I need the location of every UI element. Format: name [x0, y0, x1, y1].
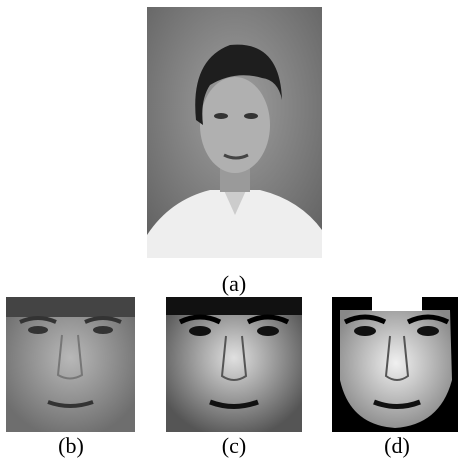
panel-label: (a)	[222, 271, 246, 296]
panel-label: (b)	[58, 433, 84, 458]
panel-label: (d)	[384, 433, 410, 458]
page: (a) (b) (c) (d) (() => { const data	[0, 0, 459, 461]
figure: (a) (b) (c) (d)	[0, 0, 459, 461]
face-crop-masked	[332, 297, 458, 432]
face-crop-enhanced	[166, 297, 302, 432]
panel-label: (c)	[222, 433, 246, 458]
portrait-photo	[147, 7, 322, 258]
face-crop-original	[6, 297, 135, 432]
